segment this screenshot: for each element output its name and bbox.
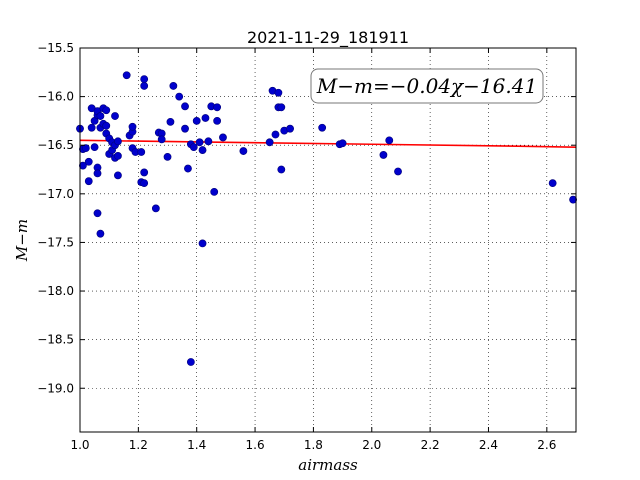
y-tick-label: −19.0 <box>37 381 74 395</box>
x-tick-label: 1.4 <box>187 438 206 452</box>
x-tick-label: 1.2 <box>129 438 148 452</box>
x-tick-label: 1.0 <box>70 438 89 452</box>
data-point <box>140 179 149 188</box>
data-point <box>195 138 204 147</box>
data-point <box>157 135 166 144</box>
data-point <box>81 144 90 153</box>
data-point <box>96 229 105 238</box>
data-point <box>140 168 149 177</box>
data-point <box>189 143 198 152</box>
data-point <box>151 204 160 213</box>
data-point <box>175 92 184 101</box>
x-axis-label: airmass <box>298 456 358 474</box>
x-tick-label: 1.6 <box>246 438 265 452</box>
data-point <box>213 117 222 125</box>
data-point <box>181 124 189 133</box>
data-point <box>210 187 219 196</box>
data-point <box>192 117 201 125</box>
chart-title: 2021-11-29_181911 <box>247 28 409 48</box>
y-tick-label: −18.0 <box>37 284 74 298</box>
data-point <box>198 239 207 248</box>
data-point <box>114 152 122 160</box>
data-point <box>90 143 99 152</box>
data-point <box>102 121 111 130</box>
data-point <box>181 102 189 111</box>
x-tick-label: 2.6 <box>537 438 556 452</box>
data-point <box>87 123 96 132</box>
data-point <box>277 165 286 174</box>
data-point <box>96 112 105 120</box>
data-point <box>79 161 87 170</box>
x-tick-label: 2.4 <box>479 438 498 452</box>
data-point <box>379 151 388 159</box>
data-point <box>114 171 122 180</box>
data-point <box>394 167 402 176</box>
data-point <box>548 179 557 188</box>
y-tick-label: −16.5 <box>37 138 74 152</box>
y-tick-label: −18.5 <box>37 333 74 347</box>
annotation-frame <box>310 68 544 104</box>
ticks <box>79 47 576 432</box>
data-point <box>219 133 227 142</box>
data-point <box>318 123 327 132</box>
data-point <box>338 139 347 148</box>
data-point <box>84 157 93 166</box>
tick-labels: 1.0 1.2 1.4 1.6 1.8 2.0 2.2 2.4 2.6 −15.5 −16.0 −16… <box>37 41 556 452</box>
series-points <box>76 71 577 366</box>
data-point <box>102 106 111 115</box>
x-tick-label: 2.0 <box>362 438 381 452</box>
y-axis-label: M−m <box>13 219 31 262</box>
annotation-text: M−m=−0.04χ−16.41 <box>316 74 537 98</box>
annotation-box: M−m=−0.04χ−16.41 <box>310 68 544 104</box>
data-point <box>204 137 213 146</box>
data-point <box>286 124 294 133</box>
data-point <box>114 137 122 146</box>
data-point <box>137 148 146 156</box>
data-point <box>169 82 178 90</box>
data-point <box>184 164 192 173</box>
plot-frame <box>79 47 577 433</box>
data-point <box>93 209 102 218</box>
y-tick-label: −17.0 <box>37 187 74 201</box>
y-tick-label: −15.5 <box>37 41 74 55</box>
data-point <box>186 358 195 366</box>
y-tick-label: −16.0 <box>37 90 74 104</box>
data-point <box>271 130 280 139</box>
series-fit-line <box>79 139 577 148</box>
data-point <box>84 177 93 186</box>
data-point <box>265 138 274 147</box>
fit-line <box>79 139 577 148</box>
data-point <box>274 88 283 97</box>
data-point <box>163 152 172 161</box>
data-point <box>128 122 137 131</box>
data-point <box>213 103 222 112</box>
data-point <box>385 136 394 145</box>
data-point <box>122 71 131 80</box>
data-point <box>93 169 102 178</box>
data-point <box>569 195 577 204</box>
y-tick-label: −17.5 <box>37 235 74 249</box>
data-point <box>201 114 210 122</box>
data-point <box>277 103 286 112</box>
data-point <box>239 147 248 155</box>
x-tick-label: 1.8 <box>304 438 323 452</box>
data-point <box>198 146 207 154</box>
x-tick-label: 2.2 <box>421 438 440 452</box>
data-point <box>111 112 119 120</box>
data-point <box>166 117 175 126</box>
data-point <box>140 75 149 84</box>
data-point <box>140 82 149 90</box>
